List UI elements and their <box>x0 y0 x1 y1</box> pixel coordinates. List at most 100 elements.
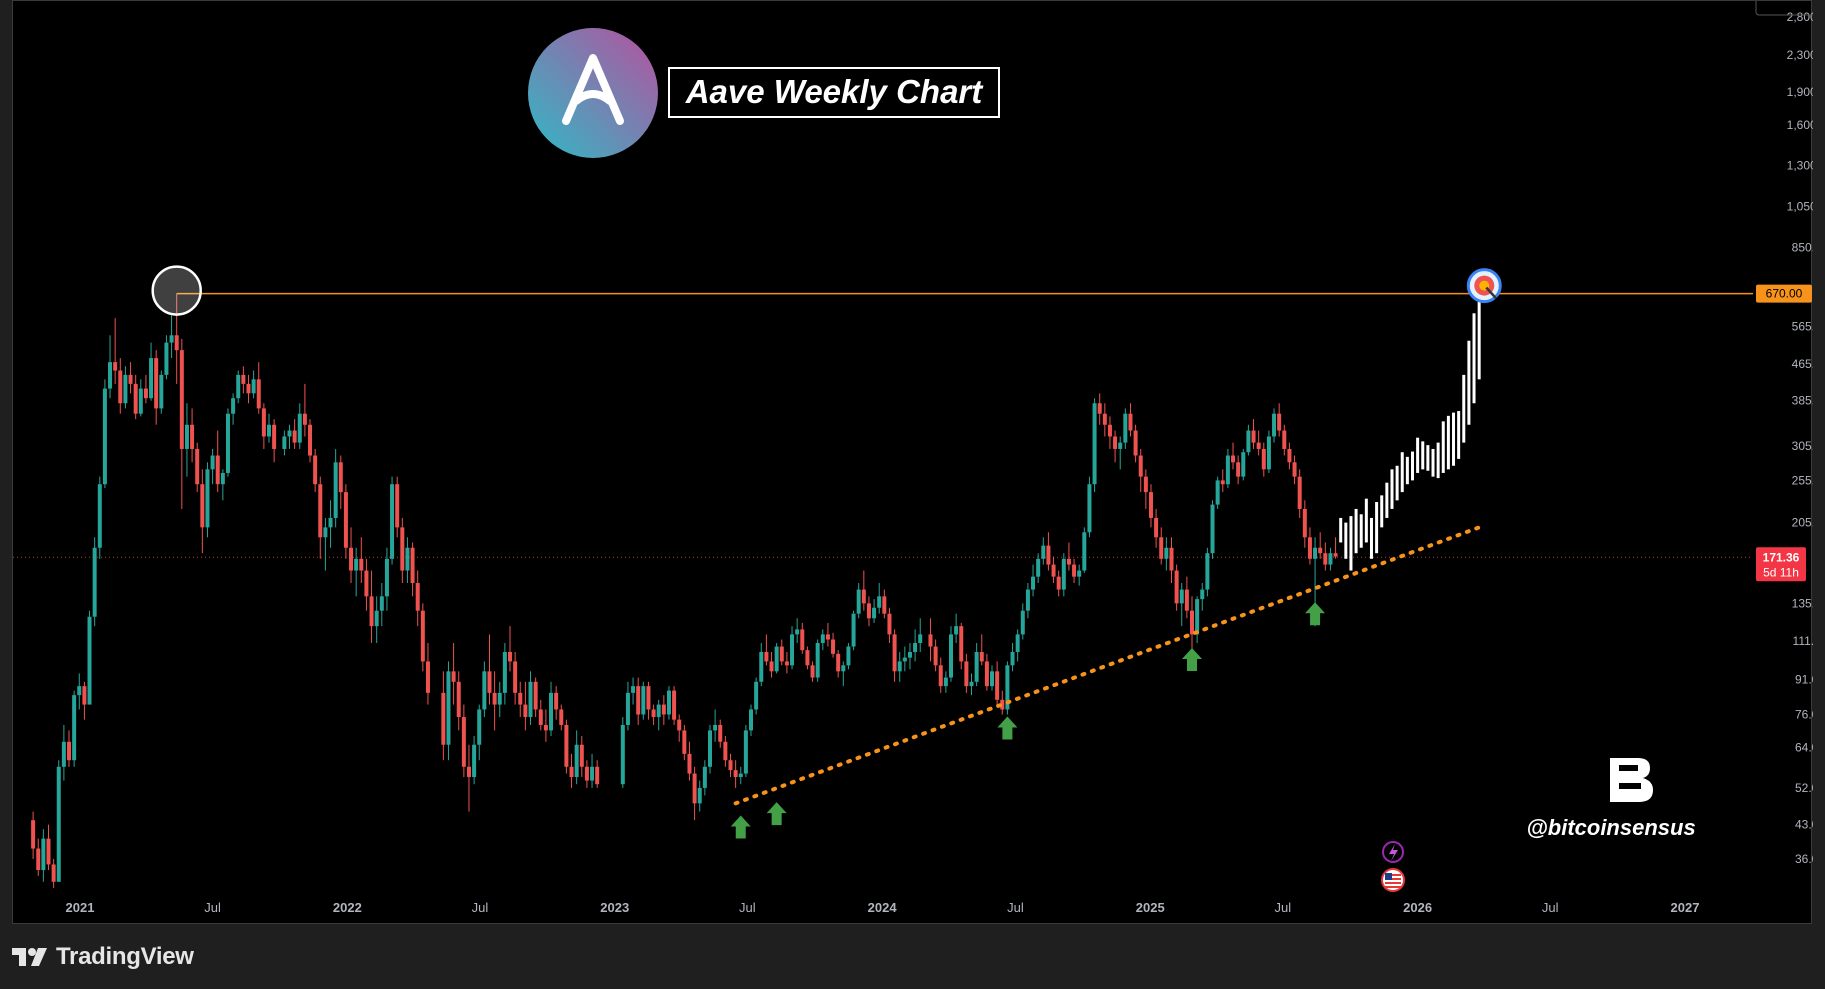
candle <box>487 634 492 705</box>
candle-body <box>113 362 118 371</box>
candle-body <box>1292 462 1297 477</box>
target-icon <box>1466 268 1502 304</box>
candle-body <box>395 484 400 528</box>
projection-bar <box>1380 495 1384 528</box>
price-axis-label: 1,600.00 <box>1787 118 1813 132</box>
candle-body <box>108 362 113 389</box>
projection-bar <box>1375 502 1379 554</box>
candle <box>825 622 830 647</box>
candle <box>159 370 164 414</box>
candle-body <box>338 462 343 493</box>
candle-body <box>584 766 589 781</box>
candle-body <box>1231 455 1236 463</box>
projection-bar <box>1385 482 1389 518</box>
candle <box>1118 436 1123 470</box>
candle-body <box>533 681 538 710</box>
candle-body <box>841 665 846 672</box>
candle <box>872 599 877 623</box>
candle <box>651 704 656 725</box>
candle-body <box>1333 553 1338 557</box>
candle <box>697 780 702 812</box>
candle <box>364 558 369 611</box>
time-axis[interactable]: 2021 Jul 2022 Jul 2023 Jul 2024 Jul 2025 Jul 2026 J… <box>66 900 1700 915</box>
candle <box>82 681 87 720</box>
candle <box>1041 537 1046 565</box>
candle <box>533 677 538 718</box>
candle-body <box>1036 558 1041 577</box>
tradingview-brand[interactable]: TradingView <box>12 943 194 971</box>
candle <box>1154 508 1159 548</box>
candle <box>97 476 102 559</box>
candle <box>790 626 795 670</box>
candle-body <box>1287 448 1292 463</box>
candle-body <box>364 570 369 597</box>
candle <box>256 362 261 414</box>
candle <box>877 583 882 614</box>
candle-body <box>36 848 41 871</box>
candle-body <box>1164 547 1169 559</box>
candle <box>1036 553 1041 584</box>
projection-bar <box>1364 498 1368 543</box>
candle <box>1072 558 1077 584</box>
candle-body <box>1138 455 1143 477</box>
candle-body <box>420 610 425 662</box>
chart-canvas[interactable]: 2,800.00 2,300.00 1,900.00 1,600.00 1,300.00… <box>13 1 1813 925</box>
candle <box>420 603 425 672</box>
tradingview-wordmark: TradingView <box>56 942 194 970</box>
candle-body <box>1154 517 1159 538</box>
candle <box>1133 424 1138 463</box>
lightning-icon[interactable] <box>1382 841 1404 863</box>
candle-body <box>825 634 830 640</box>
price-axis-label: 385.00 <box>1792 394 1813 408</box>
candle-body <box>138 388 143 414</box>
candle-body <box>907 651 912 658</box>
candle <box>359 537 364 584</box>
candle <box>272 419 277 463</box>
candle-body <box>1000 699 1005 710</box>
candle-body <box>738 773 743 778</box>
candle <box>549 681 554 737</box>
candle-body <box>446 671 451 745</box>
candle-body <box>1174 570 1179 604</box>
candle-body <box>1143 476 1148 493</box>
candle <box>133 374 138 420</box>
candle-body <box>1272 413 1277 437</box>
candle <box>882 589 887 619</box>
candle <box>1256 430 1261 456</box>
chart-frame[interactable]: 2,800.00 2,300.00 1,900.00 1,600.00 1,300.00… <box>12 0 1813 925</box>
candle <box>866 596 871 627</box>
projection-bar <box>1339 517 1343 543</box>
candle <box>128 362 133 394</box>
price-axis-label: 1,900.00 <box>1787 85 1813 99</box>
candle <box>472 736 477 785</box>
candle-body <box>538 709 543 725</box>
candle <box>1241 448 1246 481</box>
candle <box>1082 527 1087 573</box>
candle <box>1277 403 1282 437</box>
candle <box>774 642 779 674</box>
price-axis[interactable]: 2,800.00 2,300.00 1,900.00 1,600.00 1,300.00… <box>1755 1 1813 866</box>
candle-body <box>882 596 887 614</box>
candle-body <box>87 616 92 705</box>
candle-body <box>1307 537 1312 559</box>
candle-body <box>995 671 1000 700</box>
time-axis-label: Jul <box>739 900 756 915</box>
candle <box>1148 484 1153 528</box>
candle <box>400 517 405 584</box>
candle-body <box>1184 589 1189 611</box>
candle <box>718 719 723 748</box>
candle <box>1020 603 1025 640</box>
candle <box>1164 537 1169 571</box>
candle-body <box>672 690 677 720</box>
candle <box>677 714 682 742</box>
candle <box>328 500 333 548</box>
candle-body <box>549 692 554 731</box>
candle-body <box>256 379 261 409</box>
candle <box>77 673 82 710</box>
candle <box>210 448 215 485</box>
us-flag-icon[interactable] <box>1381 868 1405 892</box>
candle-body <box>543 724 548 731</box>
candle <box>590 753 595 788</box>
candle <box>1031 564 1036 597</box>
candle-body <box>749 709 754 731</box>
